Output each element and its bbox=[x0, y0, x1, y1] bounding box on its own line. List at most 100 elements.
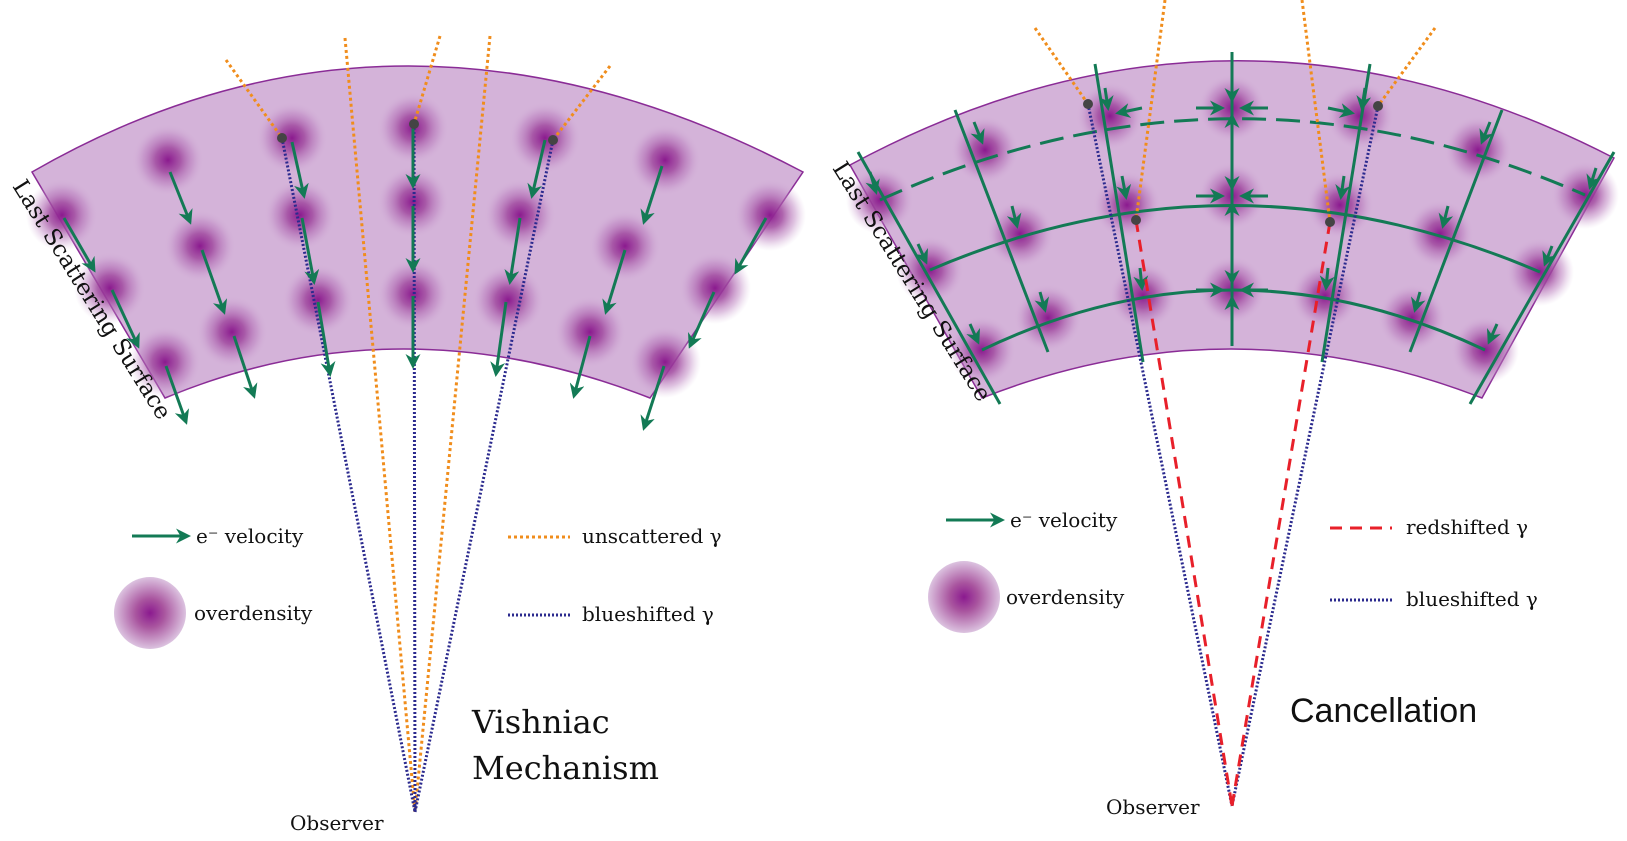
scatter-point bbox=[548, 135, 558, 145]
overdensity bbox=[196, 296, 268, 368]
velocity-arrow bbox=[490, 301, 508, 377]
scatter-point bbox=[1083, 99, 1093, 109]
overdensity bbox=[164, 210, 236, 282]
velocity-arrow bbox=[1356, 87, 1372, 111]
left-scatter-points bbox=[277, 119, 558, 145]
velocity-arrow bbox=[1586, 167, 1601, 190]
left-legend: e⁻ velocity overdensity unscattered γ bl… bbox=[114, 524, 722, 649]
velocity-arrow bbox=[232, 335, 258, 399]
velocity-arrow bbox=[1542, 245, 1557, 267]
velocity-arrow bbox=[1410, 291, 1426, 313]
unscattered-photon-ray bbox=[1376, 27, 1437, 107]
scatter-point bbox=[1325, 217, 1335, 227]
velocity-arrow bbox=[640, 165, 664, 225]
overdensity bbox=[256, 102, 328, 174]
velocity-arrow bbox=[164, 365, 190, 425]
velocity-arrow bbox=[1319, 267, 1335, 291]
overdensity bbox=[1093, 171, 1161, 239]
overdensity bbox=[1291, 262, 1359, 330]
overdensity bbox=[589, 210, 661, 282]
blueshifted-photon-ray bbox=[280, 137, 417, 813]
overdensity bbox=[986, 200, 1054, 268]
velocity-arrow bbox=[1034, 291, 1050, 313]
left-observer-label: Observer bbox=[290, 811, 384, 835]
velocity-arrow bbox=[569, 335, 592, 399]
overdensity bbox=[1306, 171, 1374, 239]
blueshifted-photon-ray bbox=[412, 123, 417, 813]
blueshifted-photon-ray bbox=[1086, 103, 1234, 807]
legend-overdensity-swatch bbox=[928, 561, 1000, 633]
overdensity bbox=[26, 179, 98, 251]
overdensity bbox=[679, 252, 751, 324]
velocity-edge-line bbox=[1468, 151, 1616, 405]
scatter-point bbox=[1131, 215, 1141, 225]
velocity-arrow bbox=[300, 217, 320, 285]
velocity-edge-line bbox=[856, 151, 1002, 405]
velocity-arrow bbox=[734, 217, 768, 275]
legend-overdensity-label: overdensity bbox=[194, 601, 313, 625]
right-scatter-points bbox=[1083, 99, 1383, 227]
legend-unscattered-label: unscattered γ bbox=[582, 524, 722, 548]
velocity-arrow bbox=[1438, 205, 1454, 229]
overdensity bbox=[629, 124, 701, 196]
velocity-radial-line bbox=[953, 109, 1050, 353]
legend-velocity-label: e⁻ velocity bbox=[196, 524, 304, 548]
overdensity bbox=[264, 179, 336, 251]
velocity-arrow bbox=[62, 217, 96, 273]
velocity-arrow bbox=[1479, 121, 1494, 145]
overdensity bbox=[1444, 116, 1512, 184]
velocity-arrow bbox=[640, 365, 666, 431]
velocity-arrow bbox=[1133, 267, 1149, 291]
overdensity bbox=[1378, 284, 1446, 352]
velocity-arrow bbox=[1098, 87, 1114, 111]
unscattered-photon-ray bbox=[1300, 0, 1332, 223]
unscattered-photon-ray bbox=[1134, 0, 1167, 221]
overdensity bbox=[1109, 262, 1177, 330]
legend-overdensity-label: overdensity bbox=[1006, 585, 1125, 609]
right-observer-label: Observer bbox=[1106, 795, 1200, 819]
overdensity bbox=[951, 116, 1019, 184]
legend-blueshifted-label: blueshifted γ bbox=[1406, 587, 1538, 611]
overdensity bbox=[132, 124, 204, 196]
left-title-line1: Vishniac bbox=[471, 703, 610, 741]
scatter-point bbox=[277, 133, 287, 143]
velocity-arrow bbox=[1116, 175, 1132, 200]
legend-velocity-label: e⁻ velocity bbox=[1010, 508, 1118, 532]
velocity-arrow bbox=[1115, 103, 1143, 118]
right-title: Cancellation bbox=[1290, 692, 1477, 730]
left-overdensities bbox=[26, 92, 806, 398]
overdensity bbox=[129, 326, 201, 398]
velocity-arrow bbox=[966, 323, 980, 345]
velocity-arrow bbox=[1327, 103, 1355, 118]
velocity-arrow bbox=[688, 291, 716, 349]
velocity-arrow bbox=[527, 139, 547, 199]
right-panel: Last Scattering Surface e⁻ velocity over… bbox=[827, 0, 1619, 819]
overdensity bbox=[629, 326, 701, 398]
overdensity bbox=[734, 179, 806, 251]
velocity-arrow bbox=[168, 171, 193, 225]
unscattered-photon-ray bbox=[413, 35, 492, 813]
right-arrowheads bbox=[865, 78, 1601, 345]
overdensity bbox=[484, 179, 556, 251]
velocity-arrow bbox=[1006, 205, 1022, 229]
velocity-arrow bbox=[290, 141, 309, 199]
legend-redshifted-label: redshifted γ bbox=[1406, 515, 1528, 539]
overdensity bbox=[554, 296, 626, 368]
right-photon-rays bbox=[1033, 0, 1437, 807]
legend-overdensity-swatch bbox=[114, 577, 186, 649]
velocity-arrow bbox=[970, 121, 985, 145]
overdensity bbox=[282, 264, 354, 336]
overdensity bbox=[1326, 82, 1394, 150]
left-panel: Last Scattering Surface e⁻ velocity over… bbox=[7, 35, 806, 835]
legend-blueshifted-label: blueshifted γ bbox=[582, 602, 714, 626]
scatter-point bbox=[1373, 101, 1383, 111]
overdensity bbox=[1076, 82, 1144, 150]
velocity-arrow bbox=[504, 217, 522, 285]
velocity-arrow bbox=[865, 171, 880, 195]
scatter-point bbox=[409, 119, 419, 129]
velocity-radial-line bbox=[1093, 63, 1145, 363]
velocity-arrow bbox=[1335, 175, 1351, 200]
velocity-radial-line bbox=[1320, 63, 1372, 363]
velocity-arrow bbox=[110, 289, 140, 349]
